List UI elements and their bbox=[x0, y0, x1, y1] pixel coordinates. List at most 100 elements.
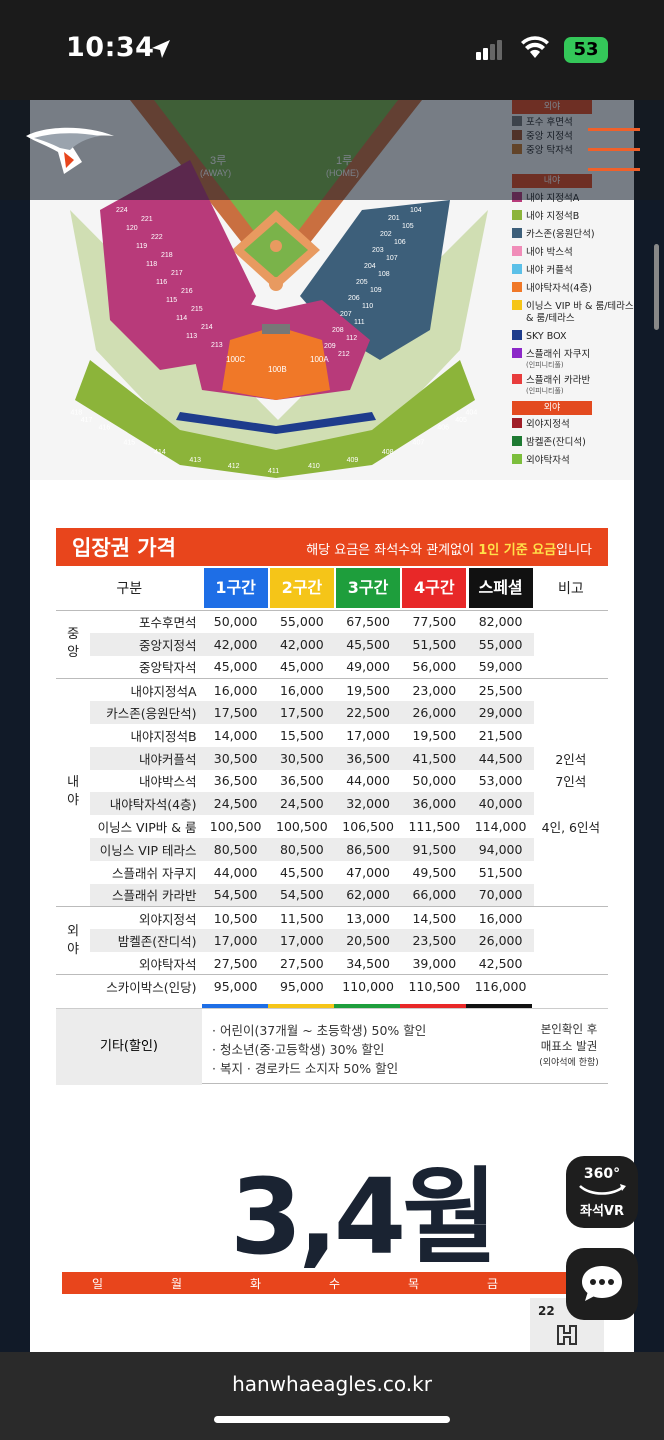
table-row: 밤켈존(잔디석) 17,000 17,000 20,500 23,500 26,000 bbox=[56, 929, 608, 952]
price-cell: 42,000 bbox=[202, 632, 269, 656]
section-label: 404 bbox=[466, 409, 478, 416]
section-label: 114 bbox=[176, 315, 187, 322]
section-label: 218 bbox=[161, 252, 173, 259]
legend-item-center-table: 중앙 탁자석 bbox=[512, 144, 573, 157]
price-cell: 23,500 bbox=[401, 929, 468, 952]
price-cell: 47,000 bbox=[346, 864, 390, 880]
price-rows: 중 앙 포수후면석 50,000 55,000 67,500 77,500 82,000 중앙지… bbox=[56, 609, 608, 998]
section-label: 109 bbox=[370, 287, 382, 294]
section-label: 206 bbox=[348, 295, 360, 302]
price-cell: 26,000 bbox=[401, 701, 468, 724]
weekday-label: 수 bbox=[329, 1277, 341, 1291]
seat-vr-button[interactable]: 360° 좌석VR bbox=[566, 1156, 638, 1228]
note-cell bbox=[533, 609, 608, 633]
price-cell: 39,000 bbox=[412, 955, 457, 971]
price-cell: 106,500 bbox=[342, 819, 394, 835]
legend-item-infield: 카스존(응원단석) bbox=[512, 228, 595, 241]
legend-swatch bbox=[512, 192, 522, 202]
table-row: 이닝스 VIP 테라스 80,500 80,500 86,500 91,500 94,00… bbox=[56, 837, 608, 861]
legend-swatch bbox=[512, 116, 522, 126]
note-cell bbox=[534, 724, 608, 747]
seat-name-cell: 스플래쉬 카라반 bbox=[90, 883, 203, 907]
hamburger-menu-icon[interactable] bbox=[588, 128, 640, 174]
price-cell: 66,000 bbox=[401, 883, 468, 907]
note-cell bbox=[534, 656, 608, 679]
price-cell: 17,000 bbox=[346, 727, 390, 743]
legend-swatch bbox=[512, 454, 522, 464]
section-label: 224 bbox=[116, 207, 128, 214]
section-label: 215 bbox=[191, 306, 203, 313]
browser-url-bar[interactable]: hanwhaeagles.co.kr bbox=[0, 1352, 664, 1440]
page-right-margin bbox=[634, 200, 664, 1352]
price-cell: 42,000 bbox=[268, 632, 335, 656]
calendar-month-title: 3,4월 bbox=[230, 1156, 498, 1278]
legend-item-infield: 내야탁자석(4층) bbox=[512, 282, 592, 295]
seat-name-cell: 중앙탁자석 bbox=[139, 660, 197, 676]
price-cell: 17,000 bbox=[268, 929, 335, 952]
legend-swatch bbox=[512, 228, 522, 238]
table-row: 이닝스 VIP바 & 룸 100,500 100,500 106,500 111,500… bbox=[56, 815, 608, 838]
vr-seat-label: 좌석VR bbox=[580, 1204, 624, 1219]
price-cell: 77,500 bbox=[401, 609, 468, 633]
table-row: 외야탁자석 27,500 27,500 34,500 39,000 42,500 bbox=[56, 952, 608, 975]
note-cell: 7인석 bbox=[555, 774, 587, 790]
seat-name-cell: 이닝스 VIP 테라스 bbox=[90, 837, 203, 861]
price-cell: 17,000 bbox=[202, 929, 269, 952]
price-cell: 55,000 bbox=[467, 632, 534, 656]
header-zone-2: 2구간 bbox=[269, 567, 334, 608]
price-cell: 25,500 bbox=[467, 677, 534, 702]
ticket-price-banner: 입장권 가격 해당 요금은 좌석수와 관계없이 1인 기준 요금입니다 bbox=[56, 528, 608, 566]
seat-name-cell: 이닝스 VIP바 & 룸 bbox=[97, 820, 197, 836]
seat-name-cell: 내야탁자석(4층) bbox=[90, 792, 203, 816]
section-label: 207 bbox=[340, 311, 352, 318]
section-label: 417 bbox=[81, 417, 93, 424]
header-zone-1: 1구간 bbox=[203, 567, 268, 608]
status-bar: 10:34 53 bbox=[0, 0, 664, 100]
section-label: 202 bbox=[380, 231, 392, 238]
away-sub-label: (AWAY) bbox=[200, 168, 231, 178]
eagles-logo[interactable] bbox=[24, 122, 116, 178]
discount-line: · 어린이(37개월 ~ 초등학생) 50% 할인 bbox=[212, 1023, 427, 1038]
status-time: 10:34 bbox=[66, 32, 155, 63]
section-label: 413 bbox=[189, 457, 201, 464]
price-cell: 44,500 bbox=[467, 746, 534, 770]
price-cell: 17,500 bbox=[202, 701, 269, 724]
price-cell: 62,000 bbox=[334, 883, 402, 907]
section-label: 118 bbox=[146, 261, 157, 268]
seat-name-cell: 밤켈존(잔디석) bbox=[90, 929, 203, 952]
price-cell: 67,500 bbox=[334, 609, 402, 633]
section-label: 222 bbox=[151, 234, 163, 241]
price-cell: 19,500 bbox=[412, 727, 457, 743]
price-cell: 13,000 bbox=[334, 905, 402, 930]
price-cell: 21,500 bbox=[478, 727, 523, 743]
price-cell: 26,000 bbox=[467, 929, 534, 952]
price-cell: 45,500 bbox=[334, 632, 402, 656]
home-indicator[interactable] bbox=[214, 1416, 450, 1423]
seat-name-cell: 내야지정석A bbox=[90, 677, 203, 702]
team-emblem-icon bbox=[557, 1325, 577, 1345]
price-cell: 100,500 bbox=[209, 819, 262, 835]
weekday-label: 월 bbox=[171, 1277, 183, 1291]
note-cell bbox=[533, 632, 608, 656]
price-cell: 16,000 bbox=[202, 677, 269, 702]
zone-color-line bbox=[268, 1004, 334, 1008]
note-cell bbox=[533, 792, 608, 816]
section-100c-label: 100C bbox=[226, 355, 245, 364]
price-cell: 16,000 bbox=[467, 905, 534, 930]
legend-swatch bbox=[512, 264, 522, 274]
price-cell: 80,500 bbox=[202, 837, 269, 861]
section-label: 112 bbox=[346, 335, 357, 342]
section-label: 110 bbox=[362, 303, 373, 310]
legend-item-infield: 내야 지정석B bbox=[512, 210, 579, 223]
scrollbar-thumb[interactable] bbox=[654, 244, 659, 330]
chat-button[interactable] bbox=[566, 1248, 638, 1320]
seat-name-cell: 포수후면석 bbox=[90, 609, 203, 633]
section-label: 217 bbox=[171, 270, 183, 277]
price-cell: 91,500 bbox=[401, 837, 468, 861]
header-zone-3: 3구간 bbox=[336, 567, 401, 608]
note-cell: 4인, 6인석 bbox=[541, 820, 601, 836]
price-cell: 36,500 bbox=[279, 773, 324, 789]
section-label: 116 bbox=[156, 279, 167, 286]
